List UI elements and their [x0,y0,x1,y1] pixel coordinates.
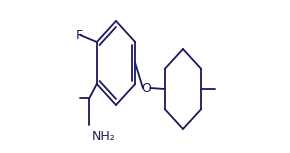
Text: NH₂: NH₂ [92,129,116,142]
Text: F: F [75,28,82,41]
Text: O: O [142,82,151,95]
